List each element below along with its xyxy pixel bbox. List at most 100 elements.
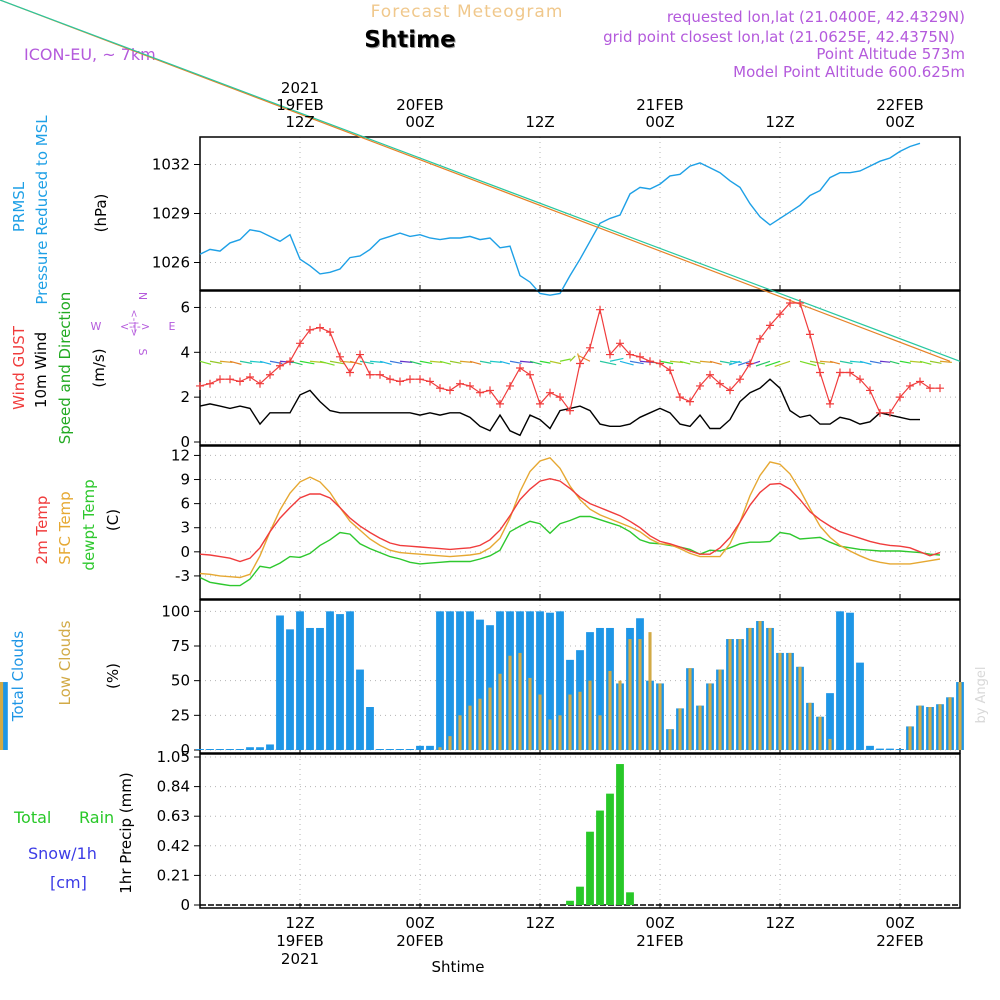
low-cloud-bar (508, 655, 512, 750)
low-cloud-bar (548, 719, 552, 750)
wind-direction-arrow (449, 360, 462, 364)
wind-direction-arrow (879, 360, 891, 363)
gust-marker (806, 330, 814, 339)
chart-title: Forecast Meteogram (371, 2, 564, 22)
gust-marker (516, 364, 524, 372)
low-cloud-bar (828, 738, 832, 750)
wind-direction-arrow (559, 358, 571, 362)
low-cloud-bar (478, 698, 482, 750)
y-tick-label: 0.63 (157, 807, 190, 825)
low-cloud-bar (658, 683, 662, 750)
time-label-top: 22FEB (876, 96, 923, 114)
gust-marker (406, 375, 414, 384)
gust-marker (196, 381, 204, 390)
gust-marker (666, 366, 674, 375)
y-tick-label: 1029 (152, 205, 190, 223)
gust-marker (586, 343, 594, 352)
gust-marker (536, 399, 544, 408)
panel-1: 0 2 4 6 (0, 0, 961, 451)
prmsl-label: PRMSL (10, 181, 28, 232)
gust-marker (256, 379, 264, 388)
low-cloud-bar (758, 621, 762, 750)
low-cloud-bar (458, 715, 462, 750)
gust-marker (396, 377, 404, 386)
gust-marker (456, 379, 464, 388)
gust-marker (546, 388, 554, 397)
wind-direction-arrow (439, 360, 452, 365)
point-altitude: Point Altitude 573m (816, 45, 965, 63)
time-label-bottom: 00Z (645, 914, 674, 932)
total-cloud-bar (856, 662, 864, 750)
gust-marker (446, 386, 454, 395)
location-title: Shtime (364, 27, 455, 53)
gust-marker (726, 386, 734, 395)
gust-marker (736, 375, 744, 384)
wind-direction-arrow (519, 360, 534, 364)
gust-marker (336, 352, 344, 361)
low-clouds-label: Low Clouds (56, 620, 74, 705)
gust-marker (306, 325, 314, 334)
wind-direction-arrow (799, 360, 817, 367)
y-tick-label: 25 (171, 706, 190, 724)
low-cloud-bar (768, 627, 772, 750)
model-altitude: Model Point Altitude 600.625m (733, 63, 965, 81)
low-cloud-bar (748, 627, 752, 750)
time-label-bottom: 12Z (285, 914, 314, 932)
low-cloud-bar (648, 632, 652, 750)
wind-direction-arrow (489, 360, 502, 363)
gust-marker (576, 359, 584, 368)
total-cloud-bar (896, 749, 904, 750)
panel-2: -3 0 3 6 9 12 (171, 445, 961, 600)
low-cloud-bar (638, 639, 642, 750)
prmsl-full-label: Pressure Reduced to MSL (33, 115, 51, 305)
wind-direction-arrow (849, 360, 863, 364)
y-tick-label: 6 (180, 495, 190, 513)
time-label-bottom: 21FEB (636, 932, 683, 950)
total-cloud-bar (336, 614, 344, 750)
prmsl-unit: (hPa) (92, 194, 110, 233)
low-cloud-bar (518, 652, 522, 750)
low-cloud-bar (938, 704, 942, 750)
gust-marker (496, 399, 504, 408)
gust-marker (276, 361, 284, 370)
time-label-top: 00Z (885, 113, 914, 131)
wind-10m-line (199, 378, 920, 437)
wind-direction-arrow (659, 360, 674, 365)
wind-direction-arrow (209, 360, 222, 364)
low-cloud-bar (578, 691, 582, 750)
low-cloud-bar (688, 668, 692, 750)
sfctemp-line (199, 456, 941, 579)
low-cloud-bar (948, 697, 952, 750)
panel-3: 0 25 50 75 100 (0, 599, 964, 759)
gust-marker (346, 368, 354, 377)
total-cloud-bar (226, 749, 234, 750)
wind-direction-arrow (499, 360, 511, 365)
wind-direction-arrow (819, 360, 833, 364)
wind-direction-arrow (755, 360, 771, 367)
gust-marker (206, 379, 214, 388)
gust-marker (246, 372, 254, 381)
gust-marker (216, 375, 224, 384)
wind-direction-arrow (249, 360, 263, 364)
total-cloud-bar (0, 682, 8, 750)
compass-arrows: <-|-> (120, 320, 150, 333)
gust-marker (506, 381, 514, 390)
time-label-bottom: 00Z (405, 914, 434, 932)
credit-watermark: by Angel (974, 666, 989, 723)
time-label-bottom: 20FEB (396, 932, 443, 950)
wind-direction-arrow (765, 360, 781, 367)
total-cloud-bar (876, 748, 884, 750)
gust-marker (566, 406, 574, 415)
time-label-top: 12Z (525, 113, 554, 131)
gust-marker (436, 384, 444, 393)
wind-direction-arrow (599, 360, 617, 366)
y-tick-label: 100 (161, 602, 190, 620)
wind-direction-arrow (889, 360, 900, 365)
wind-direction-arrow (229, 360, 242, 365)
gust-marker (556, 393, 564, 402)
gust-marker (236, 377, 244, 386)
total-cloud-bar (836, 611, 844, 750)
gust-marker (386, 375, 394, 384)
gust-marker (416, 375, 424, 384)
wind-direction-arrow (199, 360, 212, 365)
